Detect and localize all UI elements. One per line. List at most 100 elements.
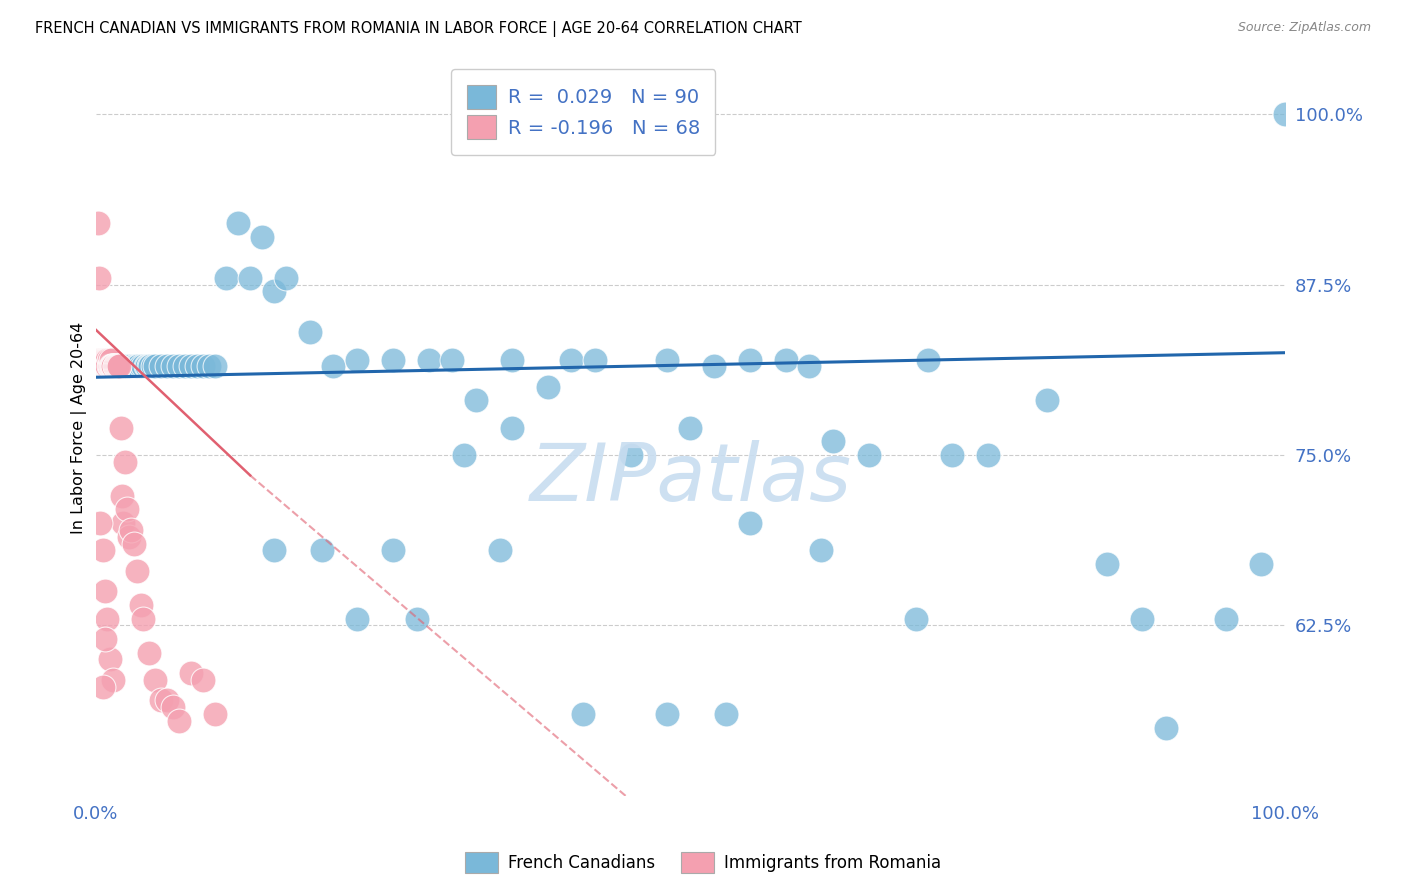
Point: [346, 611, 368, 625]
Point: [150, 359, 173, 374]
Point: [89, 516, 111, 530]
Point: [104, 359, 127, 374]
Point: [501, 352, 523, 367]
Point: [115, 359, 138, 374]
Point: [96, 359, 118, 374]
Point: [122, 359, 145, 374]
Point: [180, 666, 202, 681]
Text: FRENCH CANADIAN VS IMMIGRANTS FROM ROMANIA IN LABOR FORCE | AGE 20-64 CORRELATIO: FRENCH CANADIAN VS IMMIGRANTS FROM ROMAN…: [35, 21, 801, 37]
Point: [100, 359, 122, 374]
Point: [101, 359, 124, 374]
Point: [655, 706, 678, 721]
Point: [91, 359, 114, 374]
Point: [381, 352, 404, 367]
Point: [738, 516, 761, 530]
Point: [94, 359, 117, 374]
Point: [114, 455, 136, 469]
Point: [405, 611, 427, 625]
Point: [120, 523, 142, 537]
Point: [143, 359, 166, 374]
Point: [104, 359, 127, 374]
Point: [118, 359, 141, 374]
Point: [91, 352, 114, 367]
Point: [127, 564, 149, 578]
Point: [941, 448, 963, 462]
Point: [115, 502, 138, 516]
Point: [100, 352, 122, 367]
Point: [560, 352, 582, 367]
Point: [173, 359, 195, 374]
Point: [97, 352, 120, 367]
Point: [1095, 557, 1118, 571]
Point: [93, 359, 115, 374]
Point: [655, 352, 678, 367]
Point: [93, 359, 115, 374]
Point: [103, 359, 125, 374]
Point: [105, 359, 128, 374]
Point: [322, 359, 344, 374]
Point: [156, 359, 179, 374]
Legend: R =  0.029   N = 90, R = -0.196   N = 68: R = 0.029 N = 90, R = -0.196 N = 68: [451, 70, 716, 154]
Point: [100, 359, 122, 374]
Point: [810, 543, 832, 558]
Point: [135, 359, 157, 374]
Point: [97, 359, 120, 374]
Point: [108, 359, 131, 374]
Point: [120, 359, 142, 374]
Point: [138, 359, 160, 374]
Point: [96, 352, 118, 367]
Point: [111, 516, 134, 530]
Point: [94, 359, 117, 374]
Point: [775, 352, 797, 367]
Point: [346, 352, 368, 367]
Point: [96, 359, 118, 374]
Point: [572, 706, 595, 721]
Point: [108, 359, 131, 374]
Point: [186, 359, 208, 374]
Point: [93, 352, 115, 367]
Point: [150, 693, 173, 707]
Point: [129, 359, 152, 374]
Point: [86, 359, 108, 374]
Point: [107, 359, 129, 374]
Y-axis label: In Labor Force | Age 20-64: In Labor Force | Age 20-64: [72, 321, 87, 533]
Point: [111, 489, 134, 503]
Point: [89, 359, 111, 374]
Point: [465, 393, 488, 408]
Point: [738, 352, 761, 367]
Point: [98, 359, 121, 374]
Point: [96, 359, 118, 374]
Point: [703, 359, 725, 374]
Point: [98, 359, 121, 374]
Point: [204, 706, 226, 721]
Point: [167, 359, 190, 374]
Point: [799, 359, 821, 374]
Point: [94, 632, 117, 646]
Point: [91, 359, 114, 374]
Point: [311, 543, 333, 558]
Point: [977, 448, 1000, 462]
Point: [679, 420, 702, 434]
Point: [162, 700, 184, 714]
Point: [139, 359, 162, 374]
Point: [263, 285, 285, 299]
Point: [162, 359, 184, 374]
Point: [453, 448, 475, 462]
Point: [228, 216, 250, 230]
Point: [1250, 557, 1272, 571]
Point: [197, 359, 219, 374]
Point: [263, 543, 285, 558]
Point: [124, 359, 146, 374]
Point: [89, 270, 111, 285]
Point: [381, 543, 404, 558]
Point: [501, 420, 523, 434]
Point: [103, 359, 125, 374]
Point: [418, 352, 440, 367]
Point: [1274, 107, 1296, 121]
Point: [1036, 393, 1059, 408]
Point: [96, 359, 118, 374]
Point: [583, 352, 606, 367]
Point: [1132, 611, 1154, 625]
Point: [135, 359, 157, 374]
Point: [239, 270, 262, 285]
